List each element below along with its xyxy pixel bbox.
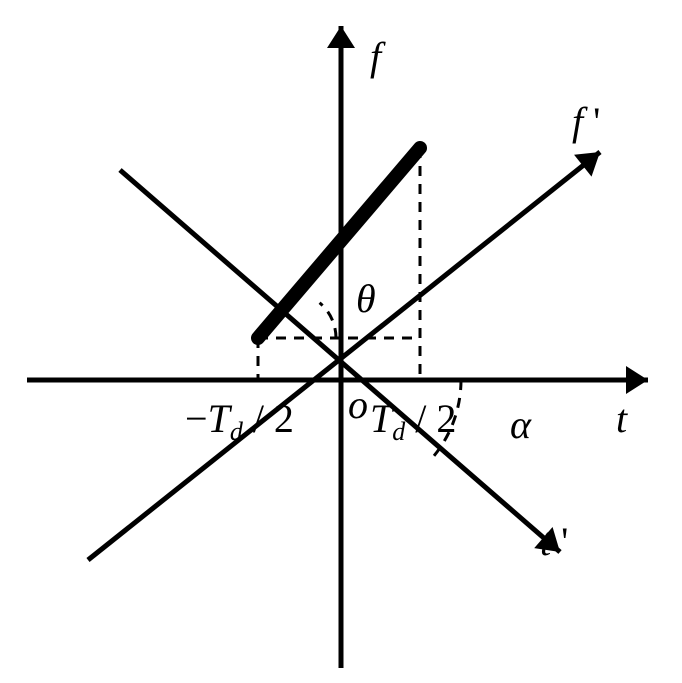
label-tprime: t ' bbox=[540, 519, 568, 564]
label-pos-td2: Td / 2 bbox=[370, 396, 456, 446]
label-theta: θ bbox=[356, 276, 376, 321]
label-alpha: α bbox=[510, 402, 532, 447]
label-origin: o bbox=[348, 382, 368, 427]
label-t: t bbox=[616, 396, 628, 441]
label-fprime: f ' bbox=[572, 99, 600, 144]
